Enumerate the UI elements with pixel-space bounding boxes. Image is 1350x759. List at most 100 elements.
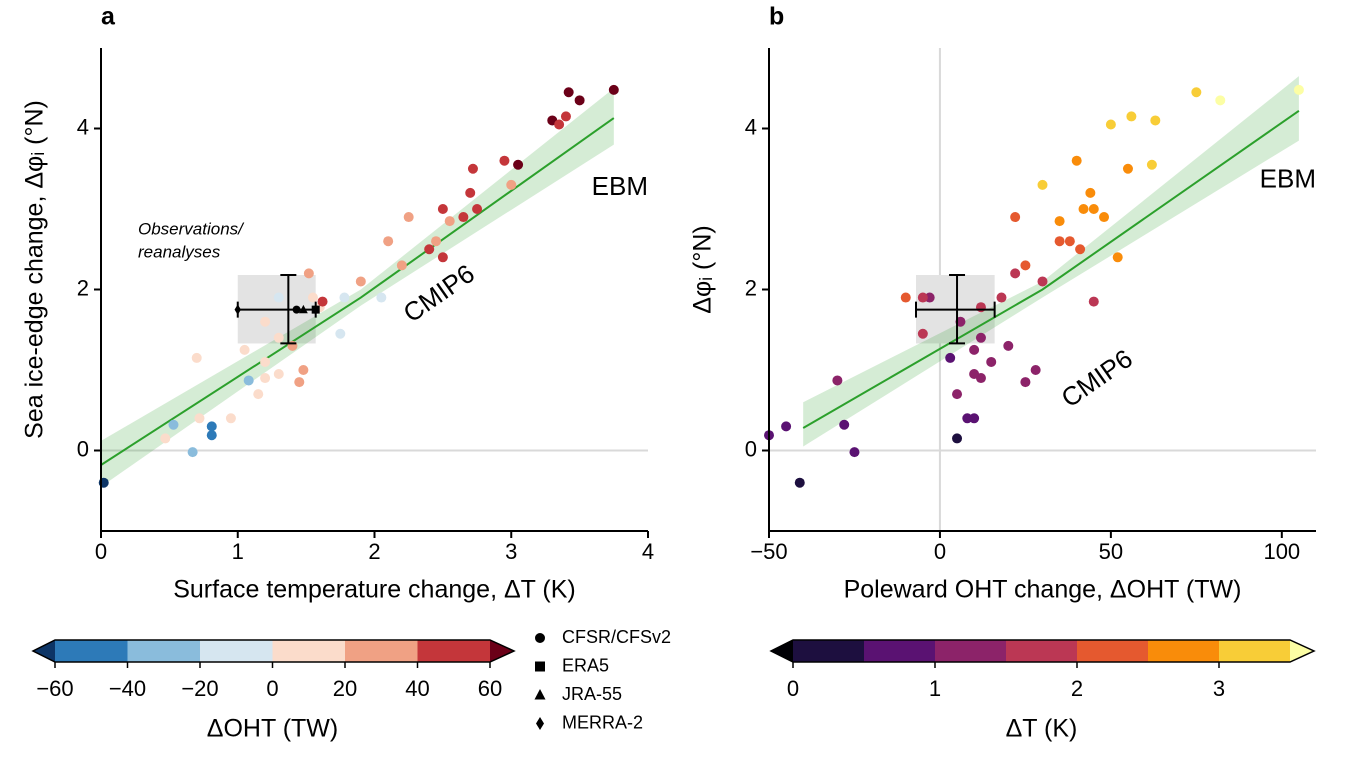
colorbar-tick-label: −40	[109, 676, 146, 701]
model-point	[781, 421, 792, 432]
model-point	[574, 95, 585, 106]
model-point	[1054, 236, 1065, 247]
model-point	[986, 356, 997, 367]
model-point	[1037, 276, 1048, 287]
model-point	[187, 447, 198, 458]
model-point	[1054, 216, 1065, 227]
fit-band	[803, 76, 1299, 447]
model-point	[969, 344, 980, 355]
model-point	[260, 356, 271, 367]
colorbar-label: ΔOHT (TW)	[207, 715, 338, 743]
model-point	[273, 332, 284, 343]
model-point	[969, 369, 980, 380]
legend-marker	[536, 717, 544, 730]
x-tick-label: −50	[750, 539, 787, 564]
panel-label: a	[101, 3, 116, 31]
colorbar-bin	[127, 640, 200, 662]
model-point	[1010, 268, 1021, 279]
y-axis-label: Δφᵢ (°N)	[689, 225, 717, 314]
colorbar-tick-label: 0	[266, 676, 278, 701]
model-point	[160, 433, 171, 444]
colorbar-bin	[1148, 640, 1219, 662]
model-point	[444, 216, 455, 227]
x-tick-label: 0	[934, 539, 946, 564]
model-point	[467, 163, 478, 174]
model-point	[206, 421, 217, 432]
model-point	[563, 87, 574, 98]
colorbar-tick-label: 40	[405, 676, 429, 701]
fit-band	[101, 88, 614, 487]
colorbar-over	[490, 640, 514, 662]
x-axis-label: Poleward OHT change, ΔOHT (TW)	[844, 576, 1242, 604]
model-point	[839, 419, 850, 430]
model-point	[1064, 236, 1075, 247]
fit-label: EBM	[592, 171, 648, 201]
model-point	[1105, 119, 1116, 130]
model-point	[317, 296, 328, 307]
colorbar-bin	[1006, 640, 1077, 662]
colorbar-tick-label: 0	[787, 676, 799, 701]
model-point	[168, 419, 179, 430]
obs-marker	[311, 305, 320, 314]
colorbar-bin	[935, 640, 1006, 662]
colorbar-tick-label: 3	[1213, 676, 1225, 701]
model-point	[952, 433, 963, 444]
model-point	[194, 413, 205, 424]
model-point	[1150, 115, 1161, 126]
model-point	[1088, 296, 1099, 307]
model-point	[273, 369, 284, 380]
x-tick-label: 50	[1099, 539, 1123, 564]
y-tick-label: 0	[77, 436, 89, 461]
colorbar-tick-label: 60	[478, 676, 502, 701]
model-point	[260, 373, 271, 384]
model-point	[1146, 159, 1157, 170]
model-point	[996, 292, 1007, 303]
colorbar-bin	[55, 640, 128, 662]
model-point	[794, 477, 805, 488]
model-point	[225, 413, 236, 424]
model-point	[355, 276, 366, 287]
x-tick-label: 100	[1263, 539, 1300, 564]
legend-label: ERA5	[562, 655, 609, 675]
model-point	[917, 292, 928, 303]
model-point	[1020, 260, 1031, 271]
y-tick-label: 4	[77, 114, 89, 139]
colorbar-bin	[793, 640, 864, 662]
fit-label: EBM	[1260, 164, 1316, 194]
series-label: CMIP6	[1056, 343, 1138, 413]
legend-marker	[534, 689, 546, 700]
model-point	[376, 292, 387, 303]
colorbar-label: ΔT (K)	[1006, 715, 1078, 743]
model-point	[952, 389, 963, 400]
y-tick-label: 4	[745, 114, 757, 139]
x-axis-label: Surface temperature change, ΔT (K)	[173, 576, 576, 604]
legend-label: MERRA-2	[562, 712, 643, 732]
colorbar-bin	[417, 640, 490, 662]
colorbar-bin	[864, 640, 935, 662]
colorbar-tick-label: −60	[36, 676, 73, 701]
model-point	[1215, 95, 1226, 106]
model-point	[513, 159, 524, 170]
colorbar-bin	[345, 640, 418, 662]
obs-label: Observations/	[138, 219, 245, 238]
model-point	[243, 375, 254, 386]
fit-line	[100, 117, 615, 466]
colorbar-over	[1290, 640, 1314, 662]
model-point	[307, 292, 318, 303]
legend-marker	[535, 661, 545, 672]
model-point	[969, 413, 980, 424]
x-tick-label: 1	[232, 539, 244, 564]
obs-marker	[298, 304, 308, 314]
colorbar-tick-label: −20	[181, 676, 218, 701]
legend-label: JRA-55	[562, 684, 622, 704]
model-point	[273, 292, 284, 303]
model-point	[975, 332, 986, 343]
model-point	[465, 187, 476, 198]
model-point	[560, 111, 571, 122]
model-point	[1099, 212, 1110, 223]
model-point	[900, 292, 911, 303]
obs-marker	[234, 304, 241, 315]
y-axis-label: Sea ice-edge change, Δφᵢ (°N)	[21, 100, 49, 439]
model-point	[506, 179, 517, 190]
legend-label: CFSR/CFSv2	[562, 627, 671, 647]
